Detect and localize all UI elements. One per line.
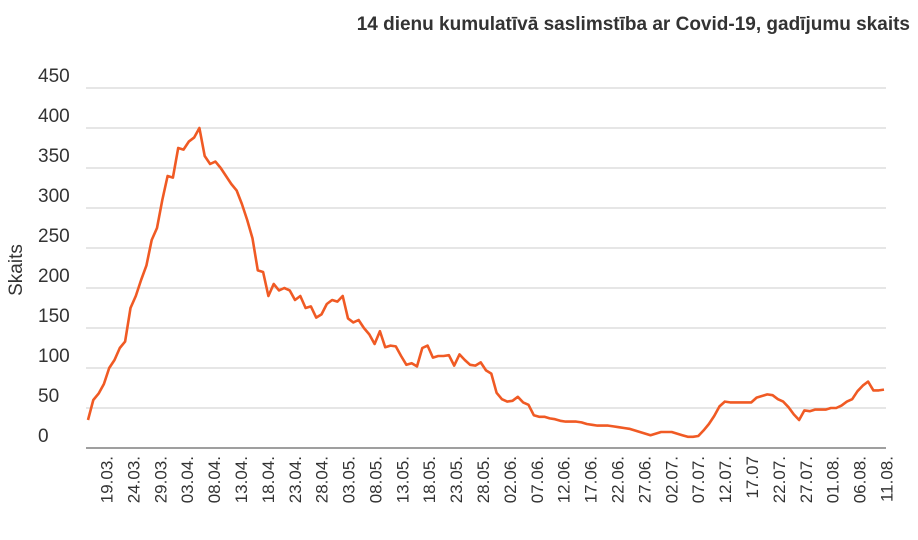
x-tick-label: 27.07.: [797, 456, 816, 503]
x-tick-label: 24.03.: [124, 456, 143, 503]
x-tick-label: 07.06.: [528, 456, 547, 503]
y-tick-label: 450: [38, 66, 70, 87]
grid-lines: [86, 87, 886, 449]
x-tick-label: 08.05.: [366, 456, 385, 503]
x-tick-label: 28.05.: [474, 456, 493, 503]
series-line: [86, 126, 885, 439]
x-tick-label: 23.05.: [447, 456, 466, 503]
x-tick-label: 22.07.: [770, 456, 789, 503]
x-tick-label: 13.04.: [232, 456, 251, 503]
y-axis-ticks: 0 50 100 150 200 250 300 350 400 450: [38, 66, 70, 447]
chart-title: 14 dienu kumulatīvā saslimstība ar Covid…: [356, 14, 910, 35]
y-tick-label: 100: [38, 346, 70, 367]
x-tick-label: 08.04.: [205, 456, 224, 503]
y-tick-label: 400: [38, 106, 70, 127]
x-tick-label: 27.06.: [635, 456, 654, 503]
y-tick-label: 350: [38, 146, 70, 167]
y-tick-label: 300: [38, 186, 70, 207]
series-layer: [86, 126, 885, 439]
x-tick-label: 02.07.: [662, 456, 681, 503]
x-tick-label: 03.04.: [178, 456, 197, 503]
x-tick-label: 23.04.: [286, 456, 305, 503]
x-tick-label: 17.07: [743, 456, 762, 499]
y-tick-label: 250: [38, 226, 70, 247]
x-tick-label: 28.04.: [313, 456, 332, 503]
y-tick-label: 200: [38, 266, 70, 287]
x-tick-label: 03.05.: [340, 456, 359, 503]
x-tick-label: 18.05.: [420, 456, 439, 503]
x-tick-label: 02.06.: [501, 456, 520, 503]
x-tick-label: 12.07.: [716, 456, 735, 503]
y-tick-label: 0: [38, 426, 49, 447]
x-tick-label: 22.06.: [609, 456, 628, 503]
x-tick-label: 06.08.: [851, 456, 870, 503]
x-tick-label: 07.07.: [689, 456, 708, 503]
x-tick-label: 12.06.: [555, 456, 574, 503]
x-tick-label: 01.08.: [824, 456, 843, 503]
x-tick-label: 29.03.: [151, 456, 170, 503]
x-tick-label: 19.03.: [97, 456, 116, 503]
y-tick-label: 50: [38, 386, 59, 407]
x-tick-label: 11.08.: [877, 456, 896, 502]
x-axis-ticks: 19.03. 24.03. 29.03. 03.04. 08.04. 13.04. 18.0…: [97, 456, 896, 503]
y-tick-label: 150: [38, 306, 70, 327]
x-tick-label: 13.05.: [393, 456, 412, 503]
x-tick-label: 17.06.: [582, 456, 601, 503]
y-axis-title: Skaits: [6, 244, 27, 296]
x-tick-label: 18.04.: [259, 456, 278, 503]
